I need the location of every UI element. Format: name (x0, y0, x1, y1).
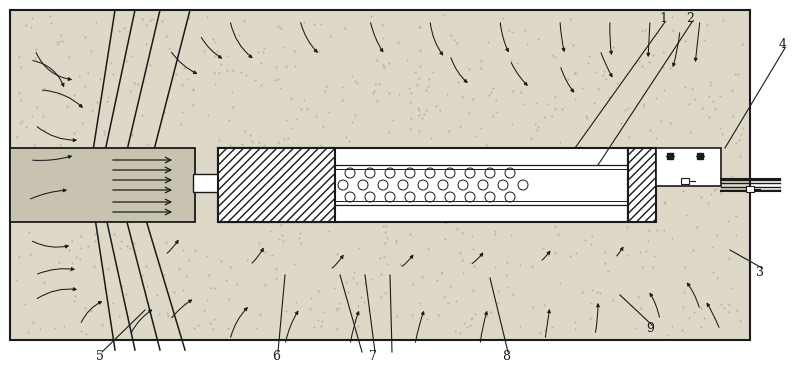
Bar (681, 178, 689, 184)
Bar (746, 186, 754, 192)
Bar (218, 148, 628, 222)
Text: 1: 1 (659, 12, 667, 24)
Text: 5: 5 (96, 350, 104, 362)
Text: 9: 9 (646, 323, 654, 335)
Bar (10, 148, 195, 222)
Bar (218, 148, 335, 222)
Bar (628, 148, 656, 222)
Bar (656, 148, 721, 186)
Bar (193, 174, 218, 192)
Text: 2: 2 (686, 12, 694, 24)
Text: 4: 4 (779, 38, 787, 50)
Text: 7: 7 (369, 350, 377, 362)
Text: 6: 6 (272, 350, 280, 362)
Text: 8: 8 (502, 350, 510, 362)
Text: 3: 3 (756, 265, 764, 278)
